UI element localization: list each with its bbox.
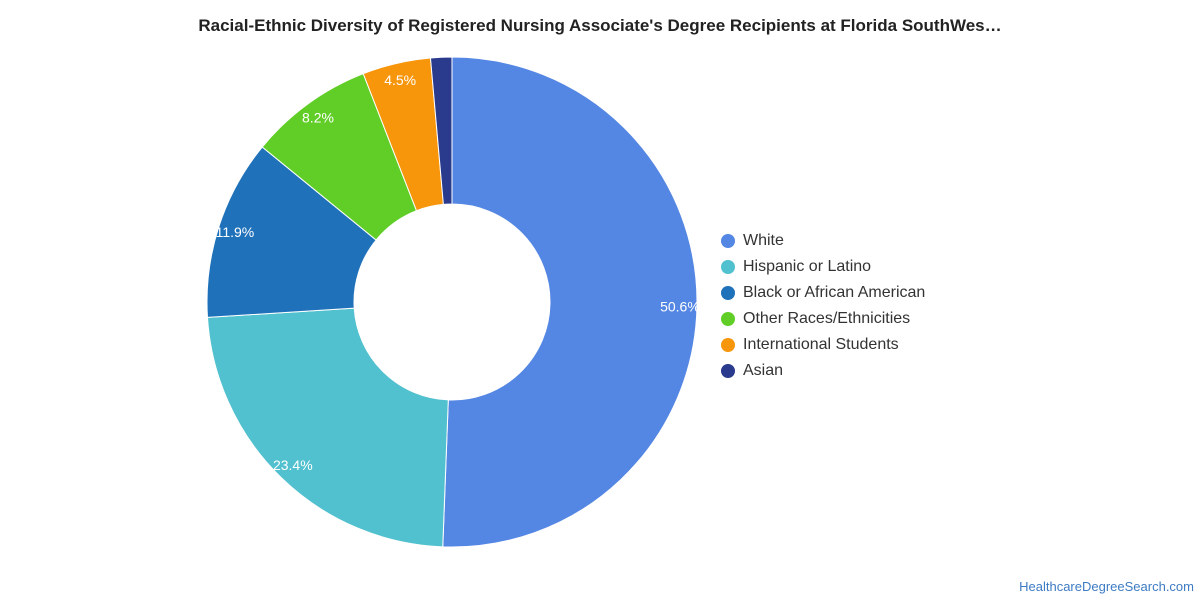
legend-item-hispanic-or-latino[interactable]: Hispanic or Latino	[721, 254, 1021, 280]
slice-label-black-or-african-american: 11.9%	[216, 224, 255, 240]
legend-swatch-other-races-ethnicities	[721, 312, 735, 326]
legend-swatch-international-students	[721, 338, 735, 352]
legend-item-black-or-african-american[interactable]: Black or African American	[721, 280, 1021, 306]
slice-label-hispanic-or-latino: 23.4%	[273, 457, 313, 473]
legend-label-other-races-ethnicities: Other Races/Ethnicities	[743, 310, 911, 327]
source-watermark[interactable]: HealthcareDegreeSearch.com	[1019, 579, 1194, 594]
legend-swatch-white	[721, 234, 735, 248]
slice-black-or-african-american[interactable]	[206, 146, 377, 318]
chart-title: Racial-Ethnic Diversity of Registered Nu…	[198, 16, 1002, 35]
slice-hispanic-or-latino[interactable]	[206, 307, 449, 548]
legend-label-white: White	[743, 232, 784, 249]
chart-legend: White Hispanic or Latino Black or African …	[721, 228, 1021, 384]
slice-label-other-races-ethnicities: 8.2%	[302, 110, 334, 126]
slice-asian[interactable]	[429, 56, 453, 205]
legend-item-international-students[interactable]: International Students	[721, 332, 1021, 358]
slice-label-white: 50.6%	[660, 298, 700, 314]
legend-swatch-asian	[721, 364, 735, 378]
legend-item-asian[interactable]: Asian	[721, 358, 1021, 384]
slice-label-international-students: 4.5%	[384, 72, 416, 88]
slice-white[interactable]	[442, 56, 698, 548]
legend-item-other-races-ethnicities[interactable]: Other Races/Ethnicities	[721, 306, 1021, 332]
legend-swatch-hispanic-or-latino	[721, 260, 735, 274]
legend-label-asian: Asian	[743, 362, 784, 379]
legend-swatch-black-or-african-american	[721, 286, 735, 300]
legend-label-hispanic-or-latino: Hispanic or Latino	[743, 258, 872, 275]
legend-label-international-students: International Students	[743, 336, 899, 353]
legend-label-black-or-african-american: Black or African American	[743, 284, 926, 301]
legend-item-white[interactable]: White	[721, 228, 1021, 254]
